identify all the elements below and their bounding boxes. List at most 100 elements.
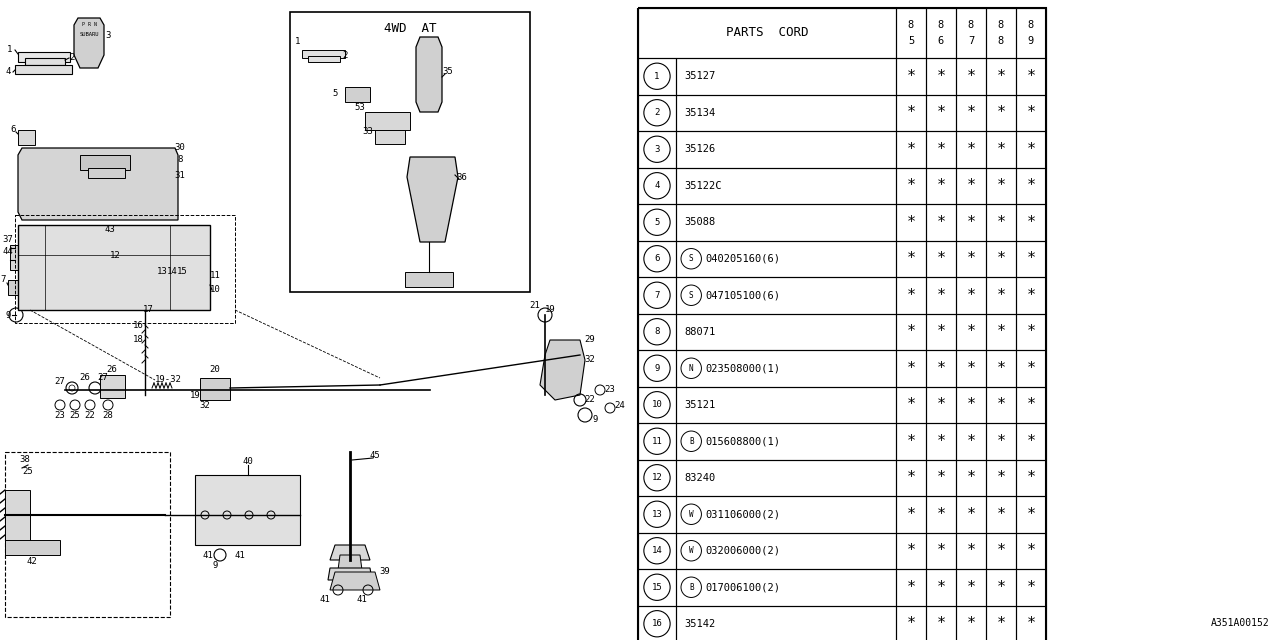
- Polygon shape: [120, 275, 210, 285]
- Text: *: *: [1027, 324, 1036, 339]
- Text: 8: 8: [1028, 19, 1034, 29]
- Polygon shape: [328, 568, 372, 580]
- Bar: [986, 350, 1016, 387]
- Text: 38: 38: [19, 456, 31, 465]
- Bar: [1016, 241, 1046, 277]
- Bar: [986, 8, 1016, 58]
- Bar: [195, 475, 300, 545]
- Bar: [925, 460, 956, 496]
- Text: *: *: [1027, 616, 1036, 631]
- Bar: [1016, 605, 1046, 640]
- Text: B: B: [689, 436, 694, 445]
- Text: *: *: [1027, 215, 1036, 230]
- Bar: [896, 423, 925, 460]
- Text: *: *: [906, 68, 915, 84]
- Bar: [676, 131, 896, 168]
- Text: 41: 41: [202, 550, 214, 559]
- Text: S: S: [689, 291, 694, 300]
- Bar: [637, 168, 676, 204]
- Text: *: *: [906, 252, 915, 266]
- Text: *: *: [937, 361, 946, 376]
- Text: *: *: [906, 616, 915, 631]
- Text: 19: 19: [544, 305, 556, 314]
- Text: 8: 8: [998, 36, 1004, 47]
- Bar: [676, 460, 896, 496]
- Text: *: *: [937, 470, 946, 485]
- Text: *: *: [906, 215, 915, 230]
- Text: *: *: [1027, 141, 1036, 157]
- Bar: [956, 241, 986, 277]
- Bar: [896, 460, 925, 496]
- Bar: [637, 241, 676, 277]
- Text: *: *: [937, 543, 946, 558]
- Text: 017006100(2): 017006100(2): [705, 582, 781, 592]
- Bar: [1016, 204, 1046, 241]
- Bar: [956, 569, 986, 605]
- Bar: [1016, 496, 1046, 532]
- Bar: [986, 277, 1016, 314]
- Bar: [637, 460, 676, 496]
- Bar: [986, 241, 1016, 277]
- Text: *: *: [906, 397, 915, 412]
- Polygon shape: [88, 168, 125, 178]
- Bar: [925, 423, 956, 460]
- Text: *: *: [996, 507, 1006, 522]
- Bar: [637, 350, 676, 387]
- Polygon shape: [308, 56, 340, 62]
- Text: 8: 8: [998, 19, 1004, 29]
- Bar: [676, 496, 896, 532]
- Text: 35: 35: [443, 67, 453, 77]
- Text: *: *: [906, 141, 915, 157]
- Bar: [1016, 350, 1046, 387]
- Bar: [676, 168, 896, 204]
- Bar: [956, 532, 986, 569]
- Text: 32: 32: [585, 355, 595, 365]
- Text: *: *: [966, 288, 975, 303]
- Bar: [637, 95, 676, 131]
- Text: 14: 14: [166, 268, 178, 276]
- Text: *: *: [937, 616, 946, 631]
- Polygon shape: [330, 572, 380, 590]
- Bar: [637, 423, 676, 460]
- Text: *: *: [906, 507, 915, 522]
- Polygon shape: [74, 18, 104, 68]
- Text: *: *: [996, 434, 1006, 449]
- Text: 17: 17: [142, 305, 154, 314]
- Bar: [896, 277, 925, 314]
- Text: *: *: [966, 105, 975, 120]
- Text: 3: 3: [654, 145, 659, 154]
- Text: 24: 24: [614, 401, 626, 410]
- Bar: [676, 532, 896, 569]
- Text: 36: 36: [457, 173, 467, 182]
- Text: *: *: [1027, 252, 1036, 266]
- Bar: [5, 452, 170, 617]
- Text: *: *: [966, 324, 975, 339]
- Bar: [1016, 95, 1046, 131]
- Text: *: *: [1027, 288, 1036, 303]
- Text: 16: 16: [133, 321, 143, 330]
- Text: 27: 27: [97, 374, 109, 383]
- Bar: [956, 95, 986, 131]
- Text: 41: 41: [234, 550, 246, 559]
- Text: *: *: [937, 397, 946, 412]
- Polygon shape: [120, 258, 145, 272]
- Text: 8: 8: [938, 19, 945, 29]
- Bar: [676, 569, 896, 605]
- Bar: [637, 387, 676, 423]
- Polygon shape: [178, 258, 186, 268]
- Bar: [676, 387, 896, 423]
- Text: 8: 8: [654, 327, 659, 336]
- Bar: [986, 131, 1016, 168]
- Text: *: *: [996, 141, 1006, 157]
- Text: *: *: [996, 68, 1006, 84]
- Text: *: *: [966, 470, 975, 485]
- Text: 3: 3: [105, 31, 110, 40]
- Bar: [956, 460, 986, 496]
- Bar: [986, 460, 1016, 496]
- Text: 35134: 35134: [684, 108, 716, 118]
- Text: *: *: [996, 288, 1006, 303]
- Bar: [637, 314, 676, 350]
- Bar: [925, 241, 956, 277]
- Text: *: *: [906, 288, 915, 303]
- Text: N: N: [93, 22, 96, 28]
